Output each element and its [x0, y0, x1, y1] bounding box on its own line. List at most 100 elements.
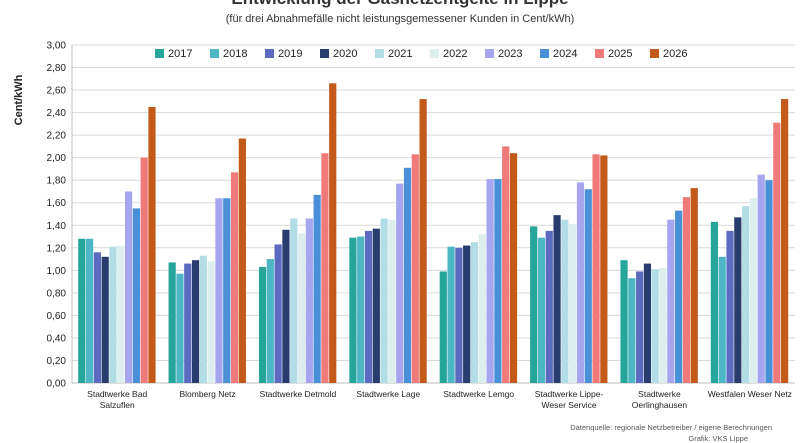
chart-title: Entwicklung der Gasnetzentgelte in Lippe — [0, 0, 800, 9]
legend-label: 2021 — [388, 48, 412, 60]
y-tick-label: 0,80 — [47, 288, 67, 299]
bar — [117, 245, 125, 383]
bar — [509, 153, 518, 383]
bar — [349, 237, 357, 383]
bar — [592, 154, 600, 383]
bar — [561, 219, 569, 383]
bar — [765, 180, 773, 383]
x-tick-label: Weser Service — [542, 400, 597, 410]
bar — [682, 197, 691, 383]
bar — [132, 208, 140, 383]
bar — [329, 83, 337, 383]
legend-swatch — [430, 49, 439, 58]
bar — [380, 218, 388, 383]
bar — [690, 188, 698, 383]
bar — [757, 174, 765, 383]
legend-label: 2024 — [553, 48, 577, 60]
bar — [93, 252, 101, 383]
legend-label: 2018 — [223, 48, 247, 60]
x-tick-label: Blomberg Netz — [179, 389, 235, 399]
bar — [364, 230, 373, 383]
bar — [207, 261, 215, 383]
bar — [411, 154, 419, 383]
y-tick-label: 3,00 — [47, 41, 67, 52]
bar — [726, 230, 734, 383]
chart-subtitle: (für drei Abnahmefälle nicht leistungsge… — [225, 13, 575, 25]
y-tick-label: 1,80 — [47, 176, 67, 187]
x-tick-label: Oerlinghausen — [632, 400, 688, 410]
bar — [718, 256, 726, 383]
legend-label: 2017 — [168, 48, 192, 60]
legend-swatch — [265, 49, 274, 58]
source-note: Datenquelle: regionale Netzbetreiber / e… — [570, 423, 772, 432]
bar — [238, 138, 246, 383]
bar — [537, 237, 546, 383]
y-tick-label: 0,60 — [47, 311, 67, 322]
bar — [734, 217, 742, 383]
x-tick-label: Salzuflen — [100, 400, 135, 410]
bar — [742, 206, 750, 383]
bar — [140, 157, 148, 383]
bar — [643, 263, 652, 383]
bar — [388, 219, 396, 383]
bar — [439, 271, 447, 383]
bar — [176, 273, 184, 383]
y-tick-label: 1,60 — [47, 198, 67, 209]
bar — [230, 172, 239, 383]
legend-label: 2022 — [443, 48, 467, 60]
bar — [191, 260, 200, 383]
bar — [305, 218, 313, 383]
legend-swatch — [485, 49, 494, 58]
bar — [576, 182, 585, 383]
bar — [659, 268, 667, 383]
legend-swatch — [540, 49, 549, 58]
bar — [620, 260, 628, 383]
legend-swatch — [375, 49, 384, 58]
bar — [297, 233, 306, 383]
bar — [628, 278, 636, 383]
legend-label: 2020 — [333, 48, 357, 60]
bar — [109, 246, 117, 383]
bar — [553, 215, 561, 383]
bar — [313, 194, 321, 383]
bar — [773, 122, 781, 384]
bar — [651, 269, 659, 383]
x-tick-label: Stadtwerke Bad — [87, 389, 147, 399]
x-tick-label: Stadtwerke Lage — [356, 389, 420, 399]
bar — [184, 263, 192, 383]
y-axis-label: Cent/kWh — [13, 74, 25, 125]
bar — [148, 106, 156, 383]
y-tick-label: 2,40 — [47, 108, 67, 119]
x-tick-label: Stadtwerke — [638, 389, 681, 399]
bar — [675, 210, 683, 383]
bar — [545, 230, 553, 383]
bar — [600, 155, 608, 383]
bar — [101, 256, 109, 383]
legend-swatch — [210, 49, 219, 58]
bar — [403, 167, 412, 383]
y-tick-label: 2,20 — [47, 131, 67, 142]
bar — [447, 246, 455, 383]
bar — [710, 221, 719, 383]
bar — [124, 191, 133, 383]
bar — [321, 153, 329, 383]
bar — [274, 244, 282, 383]
bar — [290, 218, 298, 383]
bar — [494, 179, 502, 383]
legend-label: 2019 — [278, 48, 302, 60]
bar — [455, 247, 463, 383]
bar — [636, 271, 644, 383]
x-tick-label: Stadtwerke Lippe- — [535, 389, 604, 399]
bar — [419, 99, 427, 383]
bar — [470, 242, 479, 383]
bar — [223, 198, 231, 383]
bar — [530, 226, 538, 383]
legend-label: 2025 — [608, 48, 632, 60]
bar — [463, 245, 471, 383]
bar — [749, 198, 758, 383]
bar — [502, 146, 510, 383]
y-tick-label: 0,00 — [47, 379, 67, 390]
legend-swatch — [155, 49, 164, 58]
bar — [584, 189, 592, 383]
